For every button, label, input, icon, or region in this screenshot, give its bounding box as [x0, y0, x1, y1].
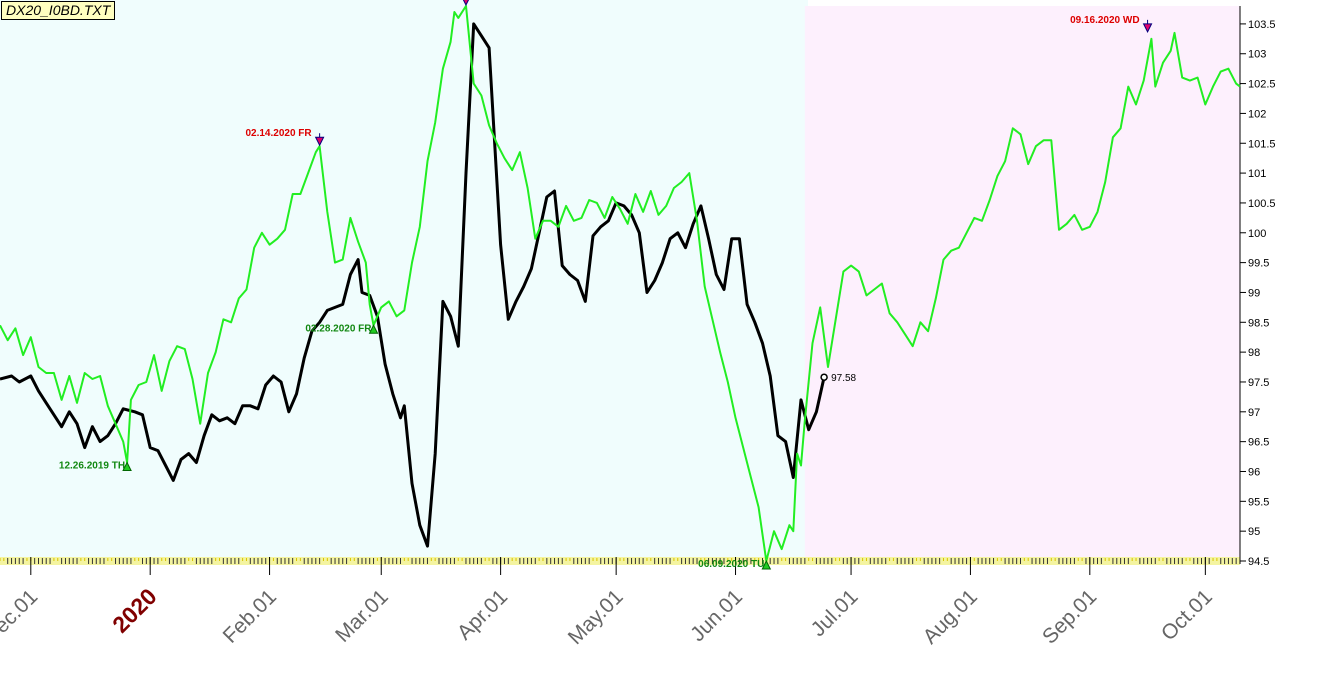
y-tick-label: 99: [1248, 287, 1260, 299]
month-label: Aug.01: [919, 585, 982, 648]
high-marker-icon: [462, 0, 470, 7]
low-marker-icon: [368, 324, 379, 334]
y-tick-label: 103: [1248, 49, 1266, 61]
y-tick-label: 102: [1248, 108, 1266, 120]
y-tick-label: 103.5: [1248, 19, 1276, 31]
y-tick-label: 96.5: [1248, 437, 1269, 449]
series-layer: 97.58: [0, 5, 1241, 562]
forecast-region: [804, 6, 1240, 557]
y-tick-label: 95.5: [1248, 496, 1269, 508]
low-marker-icon: [122, 461, 132, 472]
y-tick-label: 99.5: [1248, 258, 1269, 270]
last-value-dot: [820, 373, 828, 381]
high-turning-point-label: 09.16.2020 WD: [1070, 15, 1140, 26]
y-tick-label: 97: [1248, 407, 1260, 419]
forecast-series-line: [0, 5, 1241, 562]
y-tick-label: 95: [1248, 526, 1260, 538]
month-label: Jul.01: [807, 585, 863, 641]
y-tick-label: 97.5: [1248, 377, 1269, 389]
file-title: DX20_I0BD.TXT: [1, 1, 116, 20]
month-label: Mar.01: [331, 585, 393, 647]
y-tick-label: 100: [1248, 228, 1266, 240]
month-label: Sep.01: [1038, 585, 1101, 648]
high-marker-icon: [314, 136, 325, 147]
low-turning-point-label: 06.09.2020 TU: [698, 559, 764, 570]
y-tick-label: 102.5: [1248, 79, 1276, 91]
y-tick-label: 98.5: [1248, 317, 1269, 329]
month-label: May.01: [564, 585, 628, 649]
high-turning-point-label: 02.14.2020 FR: [245, 128, 312, 139]
low-marker-icon: [761, 559, 772, 570]
month-label: Apr.01: [453, 585, 512, 644]
y-tick-label: 101: [1248, 168, 1266, 180]
month-label: Feb.01: [219, 585, 282, 648]
low-turning-point-label: 12.26.2019 TH: [59, 461, 125, 472]
history-region: [0, 0, 808, 557]
turning-point-markers: 12.26.2019 TH 02.14.2020 FR 02.28.2020 FR 0…: [59, 0, 1153, 570]
month-label: Dec.01: [0, 585, 42, 648]
last-value-label: 97.58: [831, 373, 856, 384]
low-turning-point-label: 02.28.2020 FR: [305, 323, 372, 334]
month-label: Jun.01: [686, 585, 747, 646]
y-tick-label: 98: [1248, 347, 1260, 359]
y-tick-label: 96: [1248, 466, 1260, 478]
y-tick-label: 100.5: [1248, 198, 1276, 210]
price-series-line: [0, 22, 826, 548]
y-axis: 94.5 95 95.5 96 96.5 97 97.5 98 98.5 99 99.5 100 100…: [1240, 19, 1276, 568]
year-label: 2020: [107, 583, 162, 638]
y-tick-label: 101.5: [1248, 138, 1276, 150]
y-tick-label: 94.5: [1248, 556, 1269, 568]
month-label: Oct.01: [1157, 585, 1217, 645]
date-tick-strip: [0, 557, 1241, 565]
x-axis-labels: Dec.01 2020 Feb.01 Mar.01 Apr.01 May.01 Jun.01…: [0, 557, 1217, 649]
